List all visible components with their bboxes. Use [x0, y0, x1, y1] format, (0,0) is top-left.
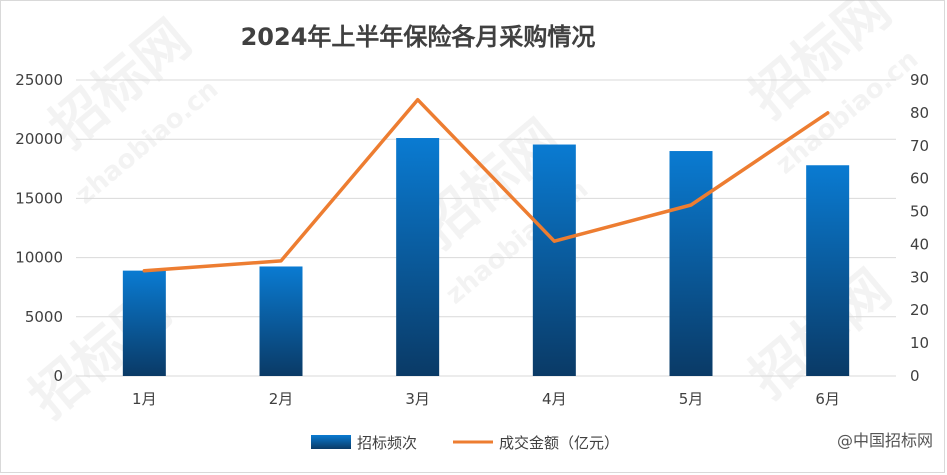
line-point	[689, 203, 693, 207]
y-right-tick-label: 0	[910, 367, 920, 385]
y-right-tick-label: 60	[910, 170, 929, 188]
line-point	[826, 111, 830, 115]
y-right-tick-label: 80	[910, 104, 929, 122]
y-right-tick-label: 10	[910, 334, 929, 352]
x-tick-label: 5月	[679, 390, 704, 408]
y-right-tick-label: 40	[910, 235, 929, 253]
y-left-tick-label: 5000	[25, 308, 63, 326]
bar	[669, 151, 713, 376]
legend-label-bar: 招标频次	[357, 434, 417, 452]
y-left-tick-label: 10000	[15, 249, 63, 267]
series-line	[142, 97, 830, 273]
chart-title: 2024年上半年保险各月采购情况	[241, 23, 596, 51]
watermark-brand: 招标网	[738, 0, 903, 130]
line-point	[142, 269, 146, 273]
x-tick-label: 3月	[405, 390, 430, 408]
y-axis-left: 0 5000 10000 15000 20000 25000	[15, 71, 63, 385]
legend-label-line: 成交金额（亿元）	[499, 434, 619, 452]
legend-bar-swatch	[311, 435, 351, 449]
bar	[532, 144, 576, 376]
x-tick-label: 4月	[542, 390, 567, 408]
x-axis: 1月 2月 3月 4月 5月 6月	[132, 390, 840, 408]
line-series	[142, 97, 830, 273]
bar-series	[122, 138, 850, 376]
line-point	[416, 98, 420, 102]
x-tick-label: 6月	[815, 390, 840, 408]
bar	[259, 266, 303, 376]
x-tick-label: 2月	[269, 390, 294, 408]
y-left-tick-label: 20000	[15, 130, 63, 148]
y-left-tick-label: 25000	[15, 71, 63, 89]
line-point	[279, 259, 283, 263]
bar	[806, 165, 850, 376]
line-point	[552, 239, 556, 243]
y-right-tick-label: 50	[910, 203, 929, 221]
x-tick-label: 1月	[132, 390, 157, 408]
legend: 招标频次 成交金额（亿元）	[311, 434, 619, 452]
y-right-tick-label: 90	[910, 71, 929, 89]
y-left-tick-label: 0	[53, 367, 63, 385]
y-left-tick-label: 15000	[15, 189, 63, 207]
y-right-tick-label: 30	[910, 268, 929, 286]
y-right-tick-label: 20	[910, 301, 929, 319]
y-right-tick-label: 70	[910, 137, 929, 155]
y-axis-right: 0 10 20 30 40 50 60 70 80 90	[910, 71, 929, 385]
footer-credit: @中国招标网	[837, 431, 933, 450]
bar	[122, 270, 166, 376]
bar	[396, 138, 440, 376]
gridlines	[76, 79, 896, 377]
